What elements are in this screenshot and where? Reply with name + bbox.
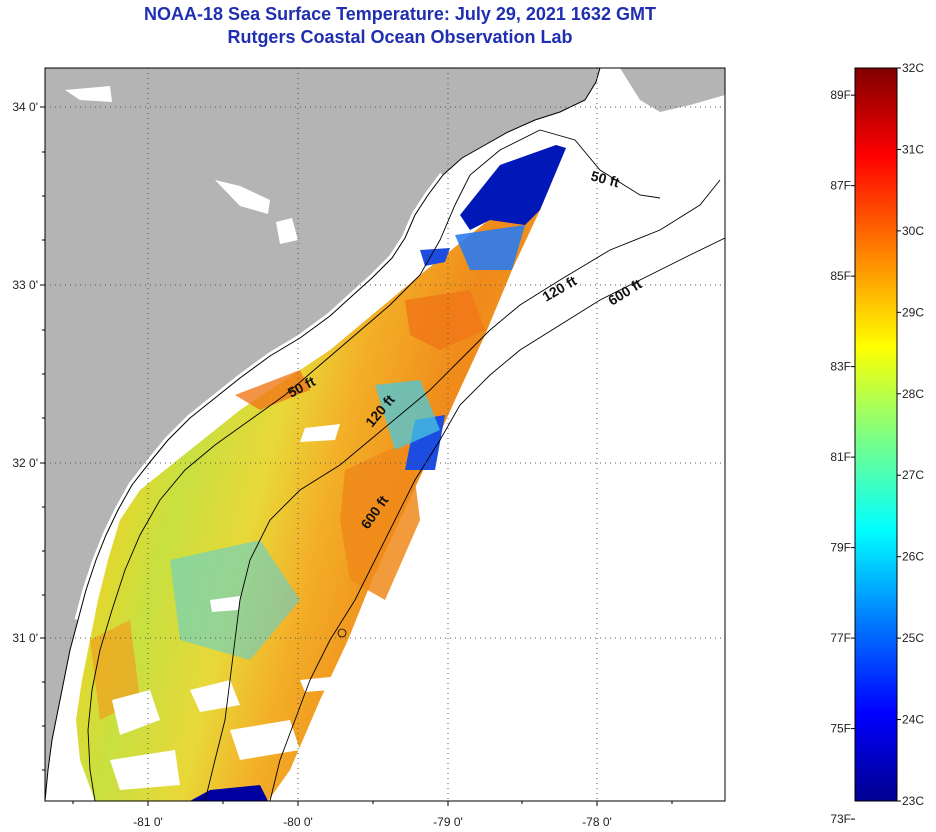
inland-lake [65, 86, 112, 102]
isobath-50ft [87, 129, 661, 801]
cool-region [455, 225, 525, 270]
isobath-120ft [204, 179, 721, 801]
map-subtitle: Rutgers Coastal Ocean Observation Lab [227, 27, 573, 47]
graticule [45, 68, 725, 801]
lon-label: -81 0' [133, 815, 163, 829]
colorbar-fahrenheit-label: 75F [830, 722, 851, 736]
colorbar-fahrenheit-label: 89F [830, 88, 851, 102]
colorbar-celsius-label: 29C [902, 305, 924, 319]
cool-region [375, 380, 440, 450]
warm-region [90, 620, 140, 720]
warm-region [405, 290, 485, 350]
colorbar-celsius-label: 30C [902, 224, 924, 238]
axis-ticks [40, 106, 673, 806]
colorbar-celsius-label: 24C [902, 713, 924, 727]
cool-region [190, 785, 268, 801]
land-ne [620, 68, 725, 112]
colorbar-celsius-label: 28C [902, 387, 924, 401]
map-title: NOAA-18 Sea Surface Temperature: July 29… [144, 4, 656, 24]
colorbar-celsius-label: 32C [902, 61, 924, 75]
colorbar-fahrenheit-label: 81F [830, 450, 851, 464]
inland-lake [215, 180, 270, 214]
warm-region [340, 440, 420, 600]
colorbar-celsius-label: 31C [902, 142, 924, 156]
colorbar-fahrenheit-label: 87F [830, 179, 851, 193]
contour-label-50ft: 50 ft [589, 167, 621, 190]
inland-lake [276, 218, 298, 244]
colorbar [854, 67, 898, 802]
coastline [45, 68, 601, 801]
colorbar-fahrenheit-label: 73F [830, 812, 851, 826]
colorbar-celsius-label: 25C [902, 631, 924, 645]
warm-region [235, 370, 310, 410]
isobath-600ft [269, 237, 725, 801]
colorbar-celsius-label: 26C [902, 550, 924, 564]
colorbar-fahrenheit-label: 79F [830, 541, 851, 555]
small-circle-marker [337, 628, 347, 638]
land [45, 68, 600, 801]
lon-label: -79 0' [433, 815, 463, 829]
lat-label: 33 0' [12, 278, 38, 292]
colorbar-celsius-label: 27C [902, 468, 924, 482]
lon-label: -78 0' [582, 815, 612, 829]
lat-label: 32 0' [12, 456, 38, 470]
colorbar-fahrenheit-label: 85F [830, 269, 851, 283]
lat-label: 34 0' [12, 100, 38, 114]
colorbar-celsius-label: 23C [902, 794, 924, 808]
colorbar-fahrenheit-label: 83F [830, 360, 851, 374]
lon-label: -80 0' [283, 815, 313, 829]
map-frame [44, 67, 726, 802]
lat-label: 31 0' [12, 631, 38, 645]
cool-region [460, 145, 566, 230]
colorbar-fahrenheit-label: 77F [830, 631, 851, 645]
